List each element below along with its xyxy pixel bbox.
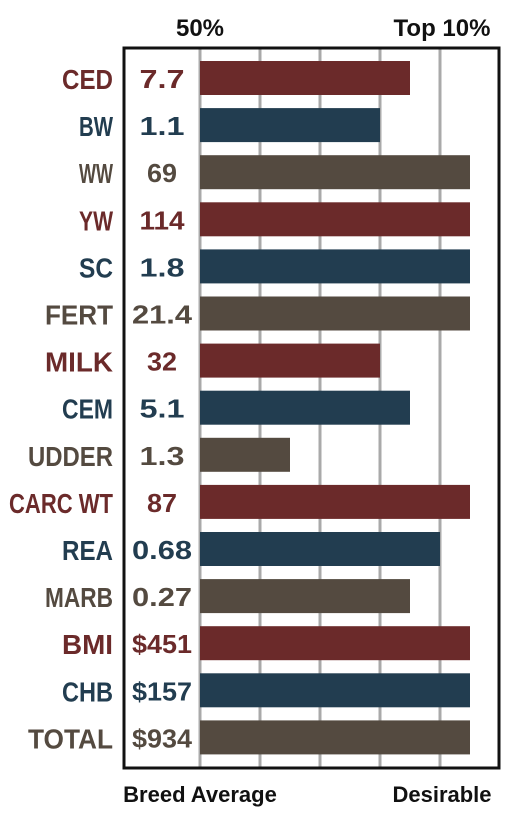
value-label-chb: $157 [132,676,192,706]
value-label-carc-wt: 87 [147,488,177,518]
trait-labels: CED BW WW YW SC FERT MILK CEM UDDER CARC WT REA MAR… [9,64,113,754]
trait-label-rea: REA [62,535,113,566]
trait-label-yw: YW [79,205,113,236]
value-label-sc: 1.8 [140,252,185,282]
value-label-ww: 69 [147,158,177,188]
value-label-total: $934 [132,723,193,753]
value-labels: 7.7 1.1 69 114 1.8 21.4 32 5.1 1.3 87 0.68 0.27 $451… [132,64,193,753]
bar-bmi [200,626,470,661]
bar-ced [200,61,410,95]
trait-label-carc-wt: CARC WT [9,488,113,519]
bar-total [200,720,470,755]
bar-carc-wt [200,484,470,519]
value-label-cem: 5.1 [140,394,185,424]
chart-frame [122,46,501,770]
bottom-axis-label-desirable: Desirable [392,782,491,807]
value-label-ced: 7.7 [140,64,185,94]
value-label-yw: 114 [140,205,186,235]
top-axis-label-50-percent: 50% [176,15,224,42]
value-label-bmi: $451 [132,629,192,659]
top-axis-label-top-10-percent: Top 10% [394,15,491,42]
trait-label-milk: MILK [45,347,113,378]
bar-sc [200,249,470,284]
bottom-axis-label-breed-average: Breed Average [123,782,277,807]
bar-cem [200,390,410,425]
value-label-marb: 0.27 [132,582,192,612]
trait-label-total: TOTAL [28,723,113,754]
value-label-milk: 32 [147,347,177,377]
value-label-rea: 0.68 [132,535,192,565]
value-label-bw: 1.1 [140,111,185,141]
value-label-udder: 1.3 [140,441,185,471]
bar-rea [200,532,440,566]
trait-label-cem: CEM [62,394,113,425]
bar-marb [200,579,410,614]
bar-fert [200,296,470,331]
bar-chb [200,673,470,708]
bar-bw [200,108,380,143]
trait-label-ww: WW [79,158,113,189]
bar-milk [200,343,380,378]
trait-label-marb: MARB [45,582,113,613]
trait-label-bmi: BMI [62,629,113,660]
trait-label-udder: UDDER [28,441,113,472]
trait-label-ced: CED [62,64,113,95]
trait-label-bw: BW [79,111,113,142]
bar-yw [200,202,470,237]
trait-label-fert: FERT [45,300,113,331]
bar-series [200,61,470,755]
bar-udder [200,437,290,472]
value-label-fert: 21.4 [132,300,193,330]
trait-label-sc: SC [79,252,113,283]
bar-ww [200,155,470,190]
trait-label-chb: CHB [62,676,113,707]
